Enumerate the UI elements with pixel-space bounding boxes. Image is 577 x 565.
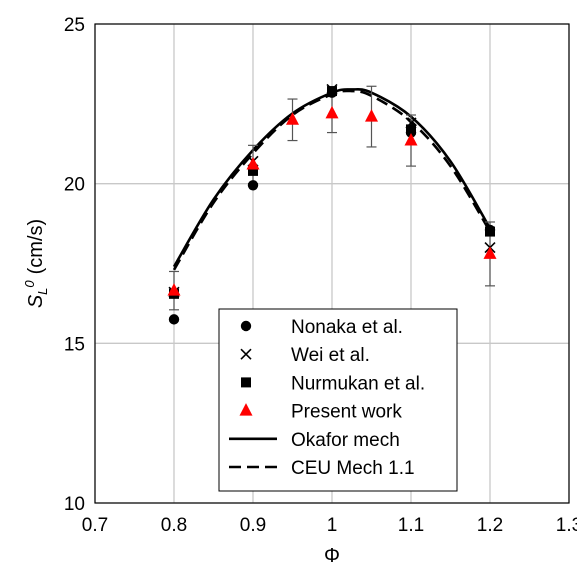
point-present-work xyxy=(167,283,181,296)
x-tick-label: 0.8 xyxy=(161,515,187,536)
legend-marker-nurmukan-et-al xyxy=(241,377,251,388)
point-nurmukan-et-al xyxy=(327,86,337,97)
y-axis-label-main: S xyxy=(25,294,47,308)
curve-ceu-mech-1-1 xyxy=(172,89,492,271)
x-tick-label: 0.9 xyxy=(240,515,266,536)
point-present-work xyxy=(404,133,418,146)
tick-labels: 0.7 0.8 0.9 1 1.1 1.2 1.3 10 15 20 25 xyxy=(64,15,577,536)
legend-label-present-work: Present work xyxy=(291,402,402,423)
point-nurmukan-et-al xyxy=(406,124,416,135)
point-nurmukan-et-al xyxy=(485,226,495,237)
y-tick-label: 15 xyxy=(64,334,85,355)
x-axis-label: Φ xyxy=(324,545,340,565)
legend: Nonaka et al. Wei et al. Nurmukan et al. Pr… xyxy=(218,308,458,492)
point-nurmukan-et-al xyxy=(248,165,258,176)
legend-label-nonaka-et-al: Nonaka et al. xyxy=(291,317,403,338)
x-marker-stroke xyxy=(240,348,252,360)
point-nonaka-et-al xyxy=(168,314,180,325)
y-tick-label: 25 xyxy=(64,15,85,36)
legend-marker-present-work xyxy=(239,403,253,416)
point-present-work xyxy=(246,157,260,170)
x-tick-label: 1.1 xyxy=(398,515,424,536)
legend-marker-wei-et-al xyxy=(240,348,252,360)
x-tick-label: 1.2 xyxy=(477,515,503,536)
data-markers xyxy=(167,83,497,325)
y-tick-label: 20 xyxy=(64,175,85,196)
point-present-work xyxy=(483,246,497,259)
legend-marker-nonaka-et-al xyxy=(240,320,252,332)
y-axis-label-sub: L xyxy=(35,288,50,295)
legend-box xyxy=(218,308,458,492)
y-axis-label-unit: (cm/s) xyxy=(25,219,47,275)
point-present-work xyxy=(286,112,299,125)
legend-label-ceu-mech-1-1: CEU Mech 1.1 xyxy=(291,458,415,479)
point-present-work xyxy=(325,105,339,119)
point-nonaka-et-al xyxy=(247,180,259,191)
x-tick-label: 1 xyxy=(327,515,338,536)
plot-frame xyxy=(94,23,570,504)
x-tick-label: 0.7 xyxy=(82,515,108,536)
model-curves xyxy=(172,87,492,271)
legend-label-nurmukan-et-al: Nurmukan et al. xyxy=(291,373,425,394)
point-present-work xyxy=(365,109,378,122)
legend-label-okafor-mech: Okafor mech xyxy=(291,430,400,451)
legend-label-wei-et-al: Wei et al. xyxy=(291,345,370,366)
curve-okafor-mech xyxy=(172,87,492,268)
y-tick-label: 10 xyxy=(64,494,85,515)
y-axis-label-sup: 0 xyxy=(22,280,37,288)
x-tick-label: 1.3 xyxy=(556,515,577,536)
y-axis-label: SL0 (cm/s) xyxy=(22,219,50,308)
